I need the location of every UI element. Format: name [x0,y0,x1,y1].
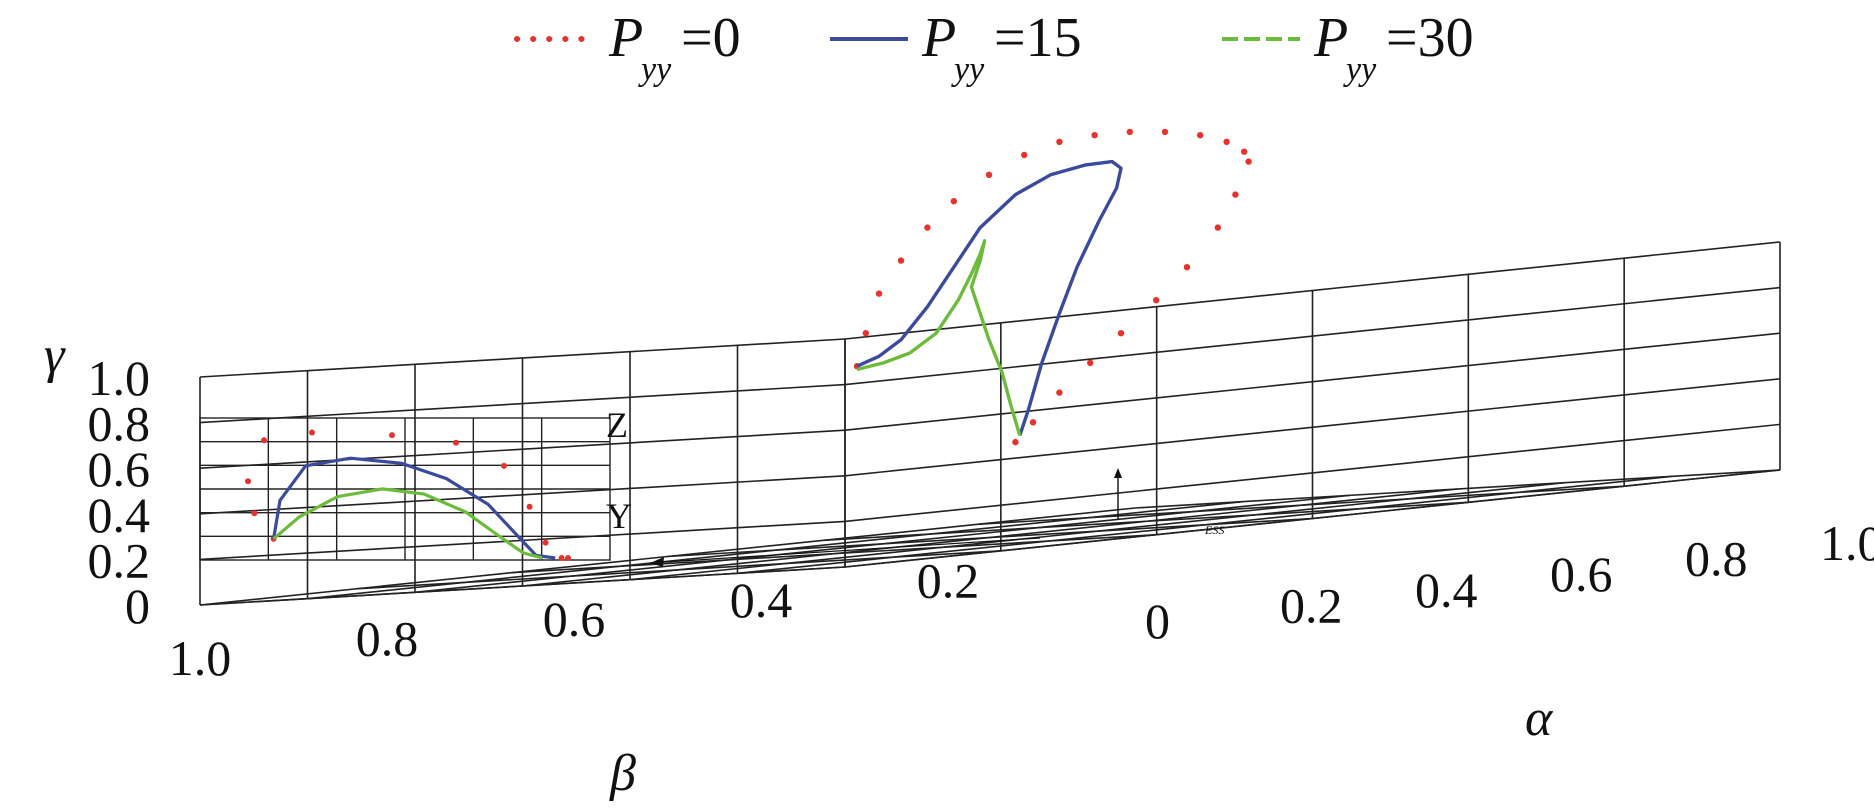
inset-label-y: Y [606,496,632,536]
tick-label-gamma: 0.2 [88,532,151,588]
data-point-pyy-0 [1232,191,1239,198]
axis-title-beta: β [609,745,636,802]
tick-label-gamma: 0.4 [88,487,151,543]
side-wall-gridline [199,383,846,424]
inset-line-pyy-15 [272,456,556,560]
tick-label-alpha: 0.8 [1685,531,1748,587]
pointer-arrow-line [649,537,1041,564]
tick-label-gamma: 0.8 [88,396,151,452]
legend-item-pyy-15: P yy =15 [830,7,1082,88]
annotation-arrows [649,468,1122,567]
legend-item-pyy-0: P yy =0 [514,7,741,88]
ess-arrowhead [1114,468,1122,478]
back-wall-gridline [844,423,1781,523]
tick-label-beta: 1.0 [169,630,232,686]
data-point-pyy-0 [1223,138,1230,145]
axis-title-alpha: α [1525,690,1554,747]
legend-item-pyy-30: P yy =30 [1222,7,1474,88]
legend-symbol: P [921,7,956,69]
tick-label-beta: 0.8 [356,611,419,667]
tick-label-gamma: 0 [125,578,150,634]
legend-value: =15 [994,7,1082,69]
inset-plot [199,417,611,561]
legend-subscript: yy [1343,51,1377,88]
tick-label-alpha: 0 [1145,593,1170,649]
legend-subscript: yy [951,51,985,88]
series-line-pyy-15 [856,159,1123,437]
side-wall-gridline [199,475,846,515]
legend-subscript: yy [638,51,672,88]
tick-label-gamma: 1.0 [88,350,151,406]
inset-point-pyy-0 [558,555,565,561]
inset-point-pyy-0 [261,437,267,444]
tick-label-beta: 0.2 [917,552,980,608]
tick-label-alpha: 0.6 [1550,546,1613,602]
inset-point-pyy-0 [526,503,533,510]
data-point-pyy-0 [1153,297,1160,304]
legend: P yy =0 P yy =15 P yy =30 [514,7,1474,88]
data-point-pyy-0 [1197,132,1204,139]
inset-point-pyy-0 [542,539,549,546]
tick-label-beta: 0.4 [730,572,793,628]
side-wall-gridline [199,429,846,469]
tick-label-beta: 0.6 [543,591,606,647]
tick-label-gamma: 0.6 [88,441,151,497]
data-point-pyy-0 [1183,264,1191,271]
tick-label-alpha: 0.2 [1280,577,1343,633]
back-wall-gridline [844,378,1781,477]
floor-gridline [737,475,1673,575]
legend-value: =30 [1386,7,1474,69]
series-line-pyy-30 [856,239,1022,436]
data-point-pyy-0 [1245,158,1252,165]
data-point-pyy-0 [1241,148,1248,155]
side-wall-gridline [199,338,846,378]
data-point-pyy-0 [1214,224,1222,231]
inset-point-pyy-0 [251,510,258,517]
inset-point-pyy-0 [309,429,315,436]
side-wall-gridline [199,566,846,606]
inset-line-pyy-30 [272,487,543,560]
data-point-pyy-0 [1029,419,1037,426]
legend-symbol: P [1313,7,1348,69]
inset-point-pyy-0 [453,439,459,446]
data-point-pyy-0 [862,330,869,337]
tick-label-alpha: 0.4 [1415,562,1478,618]
data-point-pyy-0 [1087,359,1094,367]
data-point-pyy-0 [924,224,931,231]
grid-3d [199,241,1781,606]
data-point-pyy-0 [1012,438,1019,446]
data-point-pyy-0 [985,171,993,178]
back-wall-gridline [844,469,1781,568]
inset-point-pyy-0 [565,555,571,561]
data-point-pyy-0 [1091,132,1098,139]
legend-value: =0 [681,7,741,69]
data-point-pyy-0 [1126,128,1134,136]
data-point-pyy-0 [1020,151,1028,159]
legend-symbol: P [608,7,643,69]
data-point-pyy-0 [1056,138,1063,145]
inset-point-pyy-0 [245,478,251,485]
data-point-pyy-0 [950,198,957,205]
data-point-pyy-0 [897,257,905,264]
series-layer [853,128,1252,446]
data-point-pyy-0 [1161,128,1169,136]
inset-label-z: Z [606,405,628,445]
tick-labels: 00.20.40.60.81.01.0 0.8 0.6 0.4 0.20 0.2 0.4 0.… [88,350,1874,686]
data-point-pyy-0 [1117,330,1125,337]
data-point-pyy-0 [875,290,883,297]
pointer-arrowhead [650,557,664,567]
tick-label-alpha: 1.0 [1820,515,1874,571]
axis-title-gamma: γ [44,327,66,384]
back-wall-gridline [844,241,1781,340]
back-wall-gridline [844,332,1781,431]
inset-point-pyy-0 [389,432,395,439]
inset-point-pyy-0 [501,462,507,469]
ess-annotation: ESS [1204,523,1224,537]
data-point-pyy-0 [1056,389,1063,396]
